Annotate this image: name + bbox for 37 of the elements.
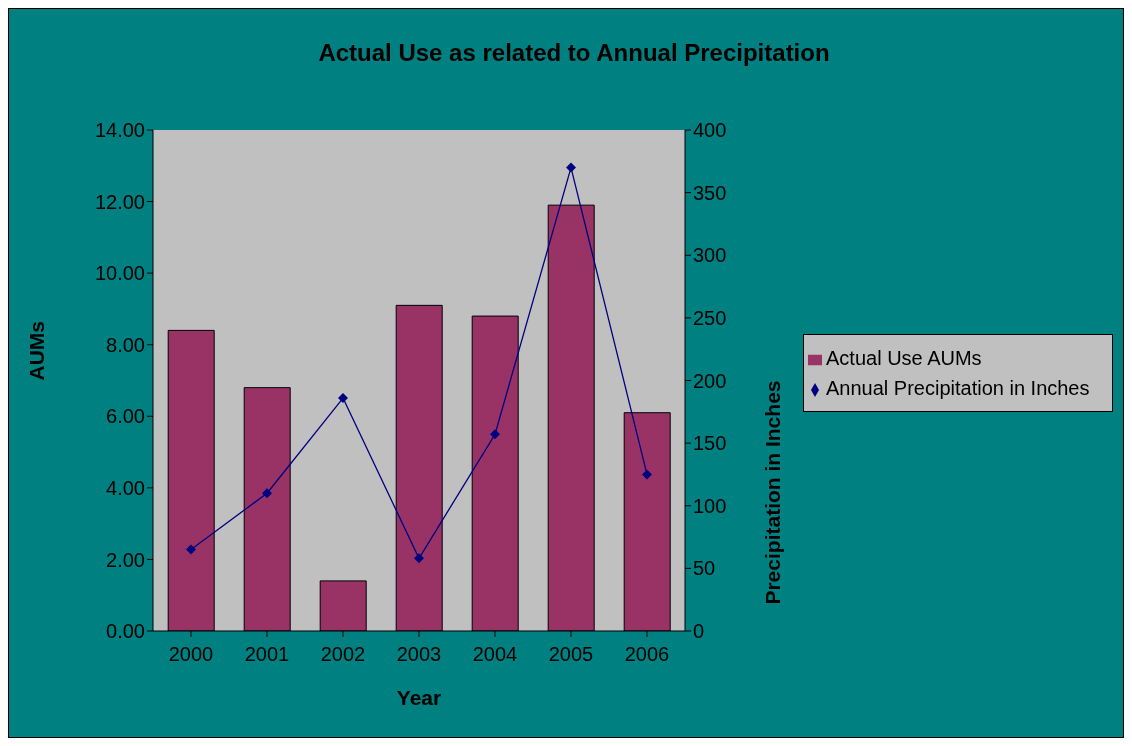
x-tick-label: 2003 — [396, 643, 442, 666]
y-tick-label: 14.00 — [94, 119, 145, 142]
x-tick-label: 2005 — [548, 643, 594, 666]
y2-tick-label: 150 — [693, 432, 727, 455]
point — [566, 162, 576, 173]
point — [338, 393, 348, 404]
point — [490, 429, 500, 440]
x-tick-label: 2001 — [244, 643, 290, 666]
x-tick-label: 2006 — [624, 643, 670, 666]
y-axis-title: AUMs — [25, 320, 49, 381]
x-axis-title: Year — [396, 686, 442, 709]
point — [186, 544, 196, 555]
y2-tick-label: 50 — [693, 557, 716, 580]
y2-tick-label: 350 — [693, 181, 727, 204]
point — [262, 488, 272, 499]
y2-tick-label: 200 — [693, 369, 727, 392]
y-tick-label: 10.00 — [94, 262, 145, 285]
y-tick-label: 8.00 — [106, 333, 145, 356]
y-tick-label: 0.00 — [106, 620, 145, 643]
y-tick-label: 2.00 — [106, 548, 145, 571]
x-tick-label: 2004 — [472, 643, 518, 666]
y2-tick-label: 100 — [693, 494, 727, 517]
y-tick-label: 12.00 — [94, 190, 145, 213]
y-tick-label: 6.00 — [106, 405, 145, 428]
y-tick-label: 4.00 — [106, 476, 145, 499]
y2-tick-label: 0 — [693, 620, 705, 643]
point — [414, 553, 424, 564]
y2-tick-label: 300 — [693, 244, 727, 267]
chart-title: Actual Use as related to Annual Precipitation — [317, 39, 831, 67]
legend-label: Actual Use AUMs — [826, 347, 982, 369]
y2-tick-label: 400 — [693, 119, 727, 142]
y2-tick-label: 250 — [693, 306, 727, 329]
y2-axis-title: Precipitation in Inches — [761, 380, 785, 605]
legend-label: Annual Precipitation in Inches — [826, 377, 1090, 399]
x-tick-label: 2002 — [320, 643, 366, 666]
point — [642, 469, 652, 480]
x-tick-label: 2000 — [168, 643, 214, 666]
